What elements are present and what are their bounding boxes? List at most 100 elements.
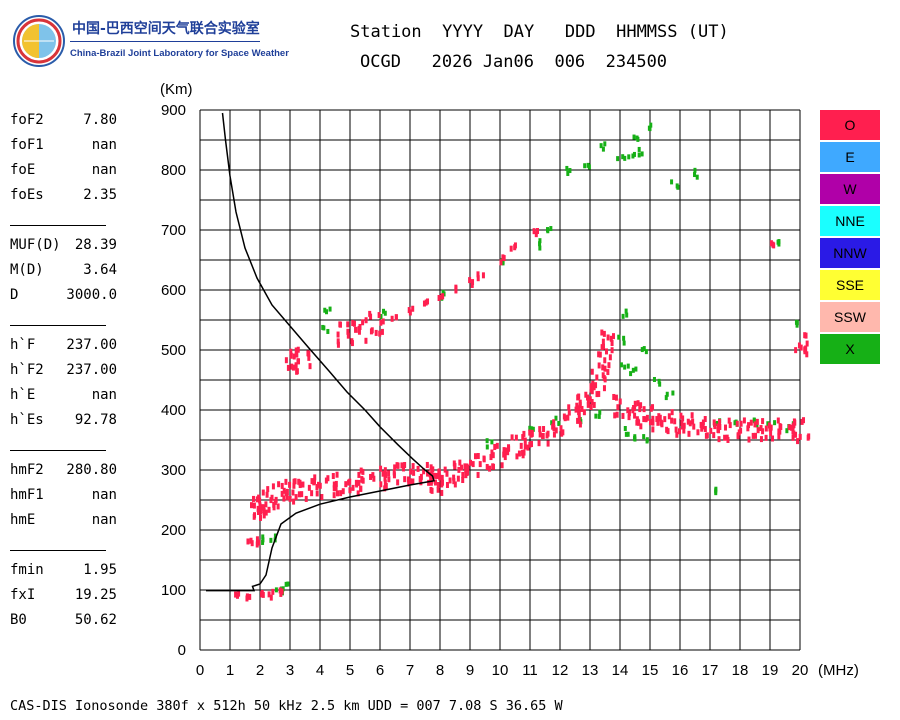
o-mode-point	[271, 483, 275, 490]
o-mode-point	[273, 498, 277, 505]
o-mode-point	[384, 471, 388, 478]
ionogram-chart: 0 1 2 3 4 5 6 7 8 9 10 11 12 13 14 15 16 17 18 19 20 0100200…	[160, 81, 859, 679]
o-mode-point	[411, 478, 415, 485]
o-mode-point	[552, 431, 556, 438]
o-mode-point	[802, 417, 806, 424]
o-mode-point	[466, 468, 470, 475]
legend-item: W	[820, 174, 880, 204]
x-mode-point	[546, 228, 550, 234]
x-mode-point	[601, 146, 605, 152]
o-mode-point	[246, 538, 250, 545]
o-mode-point	[713, 423, 717, 430]
o-mode-point	[383, 467, 387, 474]
x-mode-point	[538, 245, 542, 251]
o-mode-point	[725, 434, 729, 441]
y-tick-label: 300	[161, 462, 186, 479]
o-mode-point	[443, 466, 447, 473]
o-mode-point	[699, 421, 703, 428]
o-mode-point	[590, 388, 594, 395]
x-mode-point	[715, 420, 719, 426]
o-mode-point	[471, 279, 475, 286]
x-mode-point	[632, 134, 636, 140]
x-mode-point	[624, 308, 628, 314]
param-value: 7.80	[83, 112, 117, 128]
x-tick-label: 14	[612, 662, 629, 679]
y-tick-label: 600	[161, 282, 186, 299]
o-mode-point	[739, 420, 743, 427]
o-mode-point	[457, 466, 461, 473]
x-mode-point	[644, 349, 648, 355]
o-mode-point	[400, 462, 404, 469]
o-mode-point	[535, 228, 539, 235]
o-mode-point	[805, 351, 809, 358]
o-mode-point	[379, 465, 383, 472]
o-mode-point	[595, 374, 599, 381]
o-mode-point	[546, 440, 550, 447]
o-mode-point	[779, 423, 783, 430]
o-mode-point	[499, 259, 503, 266]
o-mode-point	[458, 459, 462, 466]
logo-divider	[70, 41, 260, 42]
o-mode-point	[379, 319, 383, 326]
o-mode-point	[687, 430, 691, 437]
o-mode-point	[261, 504, 265, 511]
o-mode-point	[680, 423, 684, 430]
o-mode-point	[387, 476, 391, 483]
o-mode-point	[387, 470, 391, 477]
o-mode-point	[753, 421, 757, 428]
o-mode-point	[521, 434, 525, 441]
o-mode-point	[612, 333, 616, 340]
x-mode-point	[501, 259, 505, 265]
o-mode-point	[519, 442, 523, 449]
o-mode-point	[426, 298, 430, 305]
o-mode-point	[538, 431, 542, 438]
o-mode-point	[288, 495, 292, 502]
param-name: foE	[10, 162, 36, 178]
o-mode-point	[297, 478, 301, 485]
o-mode-point	[332, 485, 336, 492]
o-mode-point	[674, 426, 678, 433]
x-mode-point	[616, 156, 620, 162]
o-mode-point	[431, 466, 435, 473]
o-mode-point	[604, 348, 608, 355]
o-mode-point	[642, 416, 646, 423]
o-mode-point	[597, 390, 601, 397]
o-mode-point	[595, 391, 599, 398]
o-mode-point	[409, 468, 413, 475]
o-mode-point	[430, 469, 434, 476]
param-name: foEs	[10, 187, 44, 203]
o-mode-point	[633, 405, 637, 412]
o-mode-point	[537, 440, 541, 447]
o-mode-point	[320, 494, 324, 501]
o-mode-point	[523, 437, 527, 444]
o-mode-point	[249, 537, 253, 544]
o-mode-point	[586, 394, 590, 401]
o-mode-point	[284, 489, 288, 496]
o-mode-point	[280, 482, 284, 489]
o-mode-point	[777, 433, 781, 440]
x-mode-point	[794, 319, 798, 325]
o-mode-point	[588, 396, 592, 403]
o-mode-point	[461, 471, 465, 478]
o-mode-point	[602, 374, 606, 381]
o-mode-point	[255, 541, 259, 548]
o-mode-point	[256, 505, 260, 512]
x-mode-point	[632, 151, 636, 157]
o-mode-point	[468, 277, 472, 284]
o-mode-point	[473, 453, 477, 460]
o-mode-point	[390, 315, 394, 322]
o-mode-point	[728, 422, 732, 429]
o-mode-point	[267, 591, 271, 598]
o-mode-point	[359, 485, 363, 492]
o-mode-point	[638, 406, 642, 413]
o-mode-point	[346, 321, 350, 328]
o-mode-point	[252, 513, 256, 520]
x-mode-point	[652, 376, 656, 382]
x-tick-label: 0	[196, 662, 204, 679]
param-value: 3.64	[83, 262, 117, 278]
o-mode-point	[346, 332, 350, 339]
o-mode-point	[651, 415, 655, 422]
x-mode-point	[261, 537, 265, 543]
o-mode-point	[538, 426, 542, 433]
o-mode-point	[541, 432, 545, 439]
